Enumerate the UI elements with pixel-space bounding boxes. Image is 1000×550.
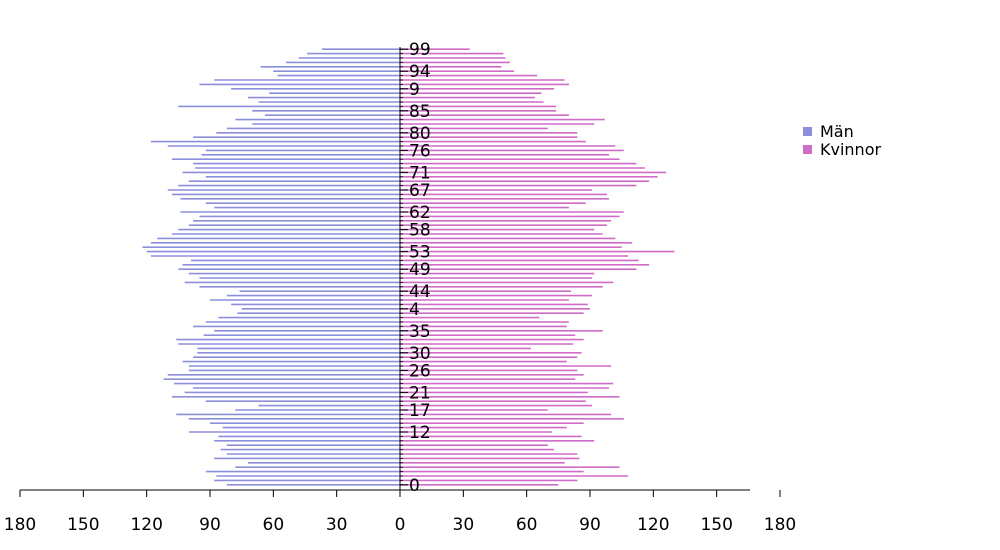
age-label: 80	[409, 124, 431, 144]
age-label: 0	[409, 476, 420, 496]
x-tick-label: 150	[700, 515, 732, 535]
legend-label-women: Kvinnor	[820, 139, 882, 159]
age-label: 17	[409, 401, 431, 421]
age-label: 53	[409, 243, 431, 263]
x-tick-label: 30	[326, 515, 348, 535]
age-label: 58	[409, 221, 431, 241]
x-tick-label: 60	[516, 515, 538, 535]
age-label: 21	[409, 383, 431, 403]
x-tick-label: 120	[130, 515, 162, 535]
age-label: 44	[409, 282, 431, 302]
x-tick-label: 60	[263, 515, 285, 535]
age-label: 12	[409, 423, 431, 443]
age-label: 49	[409, 260, 431, 280]
x-tick-label: 90	[579, 515, 601, 535]
x-tick-label: 0	[395, 515, 406, 535]
x-tick-label: 30	[453, 515, 475, 535]
x-tick-label: 150	[67, 515, 99, 535]
legend-label-men: Män	[820, 121, 854, 141]
x-axis-tick-labels: 180 150 120 90 60 30 0 30 60 90 120 150 180	[4, 515, 796, 535]
age-label: 62	[409, 203, 431, 223]
age-label: 85	[409, 102, 431, 122]
age-label: 9	[409, 80, 420, 100]
x-tick-label: 180	[764, 515, 796, 535]
age-label: 76	[409, 141, 431, 161]
x-tick-label: 180	[4, 515, 36, 535]
legend: Män Kvinnor	[803, 121, 882, 159]
axes	[19, 47, 781, 497]
age-label: 26	[409, 361, 431, 381]
legend-swatch-women	[803, 144, 812, 154]
age-label: 71	[409, 163, 431, 183]
legend-swatch-men	[803, 126, 812, 136]
legend-item-men: Män	[803, 121, 881, 141]
legend-item-women: Kvinnor	[803, 139, 882, 159]
women-bars	[400, 48, 675, 486]
age-label: 99	[409, 40, 431, 60]
men-bars	[142, 48, 400, 486]
age-label: 35	[409, 322, 431, 342]
age-label: 30	[409, 344, 431, 364]
x-tick-label: 90	[199, 515, 221, 535]
age-label: 94	[409, 62, 431, 82]
age-label: 4	[409, 300, 420, 320]
x-tick-label: 120	[637, 515, 669, 535]
age-label: 67	[409, 181, 431, 201]
